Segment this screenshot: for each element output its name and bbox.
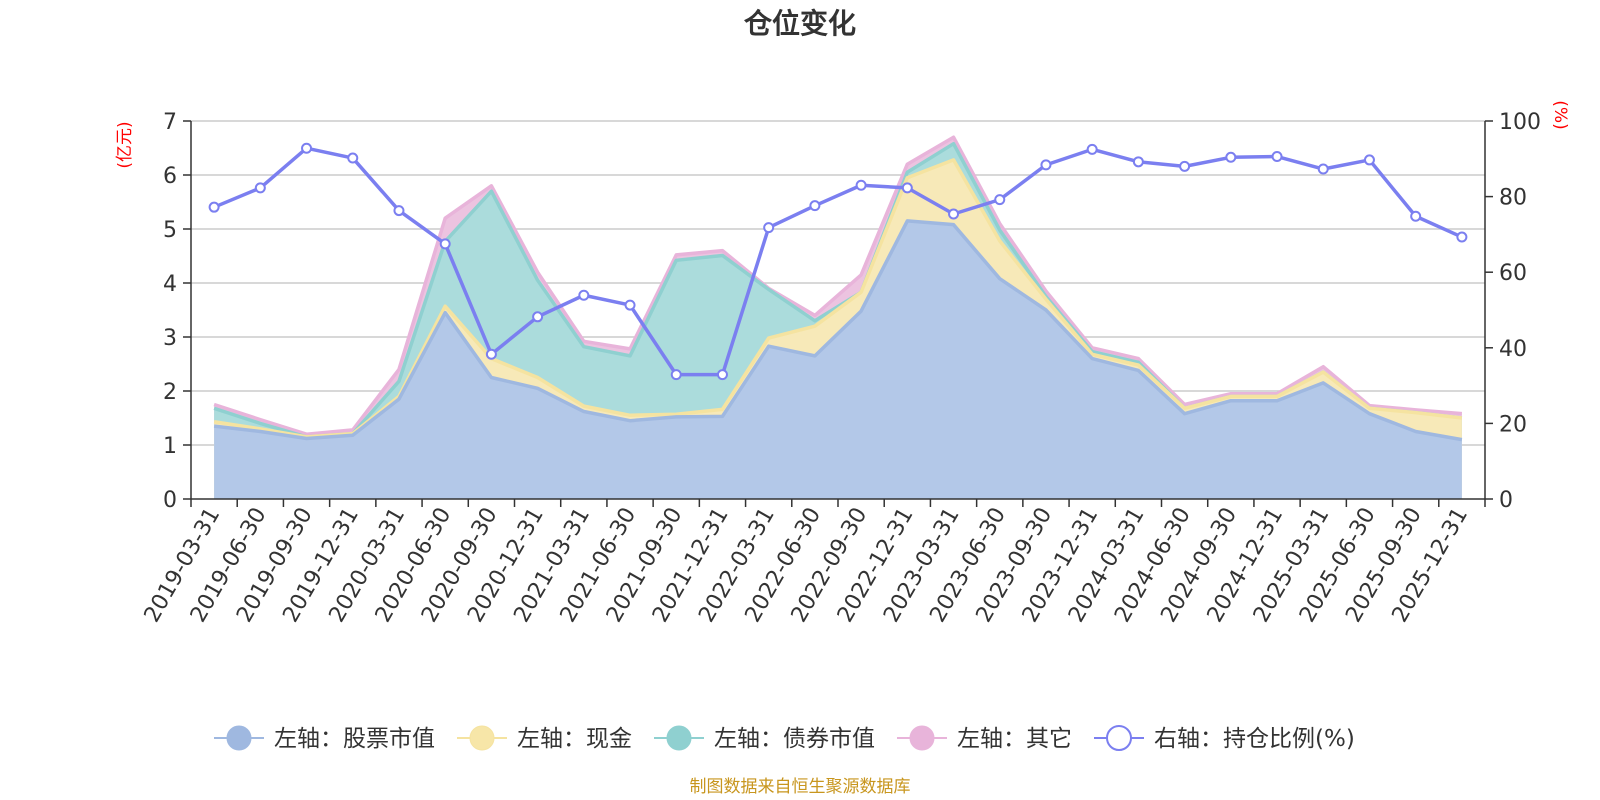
legend-marker	[666, 725, 692, 751]
legend-label: 左轴：其它	[957, 726, 1072, 752]
ratio-line-path	[213, 146, 1463, 377]
legend-label: 左轴：现金	[517, 726, 632, 752]
legend-label: 右轴：持仓比例(%)	[1154, 726, 1355, 752]
legend-label: 左轴：股票市值	[274, 726, 435, 752]
legend-marker	[909, 725, 935, 751]
left-axis-unit: (亿元)	[115, 121, 135, 168]
ratio-point	[670, 369, 682, 381]
chart-title: 仓位变化	[744, 7, 856, 40]
legend-item: 左轴：股票市值	[214, 725, 435, 752]
legend: 左轴：股票市值 左轴：现金 左轴：债券市值 左轴：其它 右轴：持仓比例(%)	[214, 725, 1355, 752]
ratio-point	[254, 182, 266, 194]
ratio-point	[485, 348, 497, 360]
ratio-point	[1040, 159, 1052, 171]
ratio-point	[208, 201, 220, 213]
ratio-point	[1225, 151, 1237, 163]
ratio-point	[855, 179, 867, 191]
ratio-point	[994, 194, 1006, 206]
legend-marker	[1106, 725, 1132, 751]
right-tick-label: 40	[1499, 337, 1527, 362]
ratio-point	[809, 200, 821, 212]
right-tick-label: 0	[1499, 488, 1513, 513]
left-tick-label: 6	[163, 164, 177, 189]
ratio-point	[1086, 143, 1098, 155]
ratio-point	[347, 152, 359, 164]
legend-marker	[226, 725, 252, 751]
area-series-edge	[213, 158, 1463, 439]
legend-item: 左轴：其它	[897, 725, 1072, 752]
ratio-point	[578, 289, 590, 301]
data-source-note: 制图数据来自恒生聚源数据库	[690, 777, 911, 797]
right-tick-label: 100	[1499, 110, 1541, 135]
ratio-point	[1317, 163, 1329, 175]
area-series	[214, 220, 1462, 499]
ratio-point	[901, 182, 913, 194]
left-tick-label: 2	[163, 380, 177, 405]
ratio-point	[1132, 156, 1144, 168]
ratio-point	[763, 222, 775, 234]
ratio-point	[1410, 210, 1422, 222]
ratio-point	[393, 205, 405, 217]
ratio-point	[716, 369, 728, 381]
left-tick-label: 5	[163, 218, 177, 243]
right-tick-label: 20	[1499, 412, 1527, 437]
stacked-areas	[213, 135, 1463, 499]
ratio-point	[1179, 160, 1191, 172]
legend-item: 左轴：现金	[457, 725, 632, 752]
ratio-point	[624, 299, 636, 311]
legend-marker	[469, 725, 495, 751]
legend-item: 左轴：债券市值	[654, 725, 875, 752]
ratio-point	[1271, 151, 1283, 163]
left-tick-label: 0	[163, 488, 177, 513]
left-tick-label: 1	[163, 434, 177, 459]
position-ratio-line	[208, 142, 1468, 381]
left-tick-label: 4	[163, 272, 177, 297]
ratio-point	[301, 142, 313, 154]
ratio-point	[532, 311, 544, 323]
right-tick-label: 80	[1499, 186, 1527, 211]
ratio-point	[439, 238, 451, 250]
legend-label: 左轴：债券市值	[714, 726, 875, 752]
ratio-point	[1363, 154, 1375, 166]
legend-item: 右轴：持仓比例(%)	[1094, 725, 1355, 752]
right-axis-unit: (%)	[1550, 100, 1570, 129]
left-tick-label: 7	[163, 110, 177, 135]
right-tick-label: 60	[1499, 261, 1527, 286]
ratio-point	[948, 208, 960, 220]
area-series-edge	[213, 219, 1463, 442]
ratio-point	[1456, 231, 1468, 243]
area-series-edge	[213, 135, 1463, 436]
left-tick-label: 3	[163, 326, 177, 351]
